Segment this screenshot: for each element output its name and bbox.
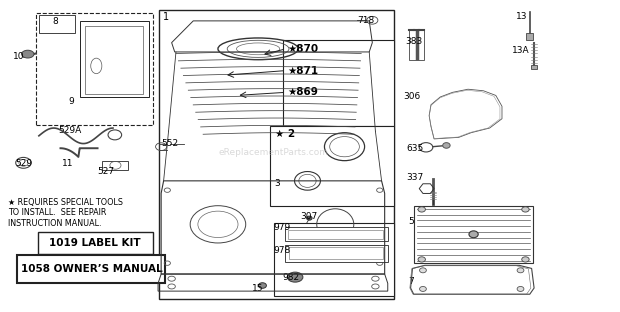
Bar xyxy=(17,256,166,283)
Bar xyxy=(270,126,394,206)
Bar xyxy=(409,29,424,60)
Text: 1019 LABEL KIT: 1019 LABEL KIT xyxy=(49,238,141,248)
Bar xyxy=(273,223,394,296)
Text: 982: 982 xyxy=(283,273,300,282)
Text: ★870: ★870 xyxy=(287,44,318,54)
Text: eReplacementParts.com: eReplacementParts.com xyxy=(218,149,329,157)
Ellipse shape xyxy=(306,216,312,220)
Ellipse shape xyxy=(418,257,425,262)
Text: 635: 635 xyxy=(406,144,423,153)
Bar xyxy=(288,230,383,239)
Bar xyxy=(526,33,533,40)
Text: 383: 383 xyxy=(405,37,422,46)
Ellipse shape xyxy=(288,272,303,282)
Text: 5: 5 xyxy=(408,217,414,226)
Text: 10: 10 xyxy=(13,52,24,61)
Text: ★ REQUIRES SPECIAL TOOLS
TO INSTALL.  SEE REPAIR
INSTRUCTION MANUAL.: ★ REQUIRES SPECIAL TOOLS TO INSTALL. SEE… xyxy=(8,198,123,228)
Text: 527: 527 xyxy=(97,167,115,176)
Bar xyxy=(38,232,153,254)
Text: 9: 9 xyxy=(69,97,74,106)
Text: 337: 337 xyxy=(406,173,423,182)
Ellipse shape xyxy=(418,207,425,212)
Text: 8: 8 xyxy=(53,17,58,26)
Ellipse shape xyxy=(259,283,267,288)
Text: 552: 552 xyxy=(161,139,179,148)
Text: 13: 13 xyxy=(516,12,528,21)
Bar xyxy=(531,65,537,69)
Bar xyxy=(285,245,388,261)
Bar xyxy=(289,247,383,260)
Bar xyxy=(39,15,74,33)
Ellipse shape xyxy=(522,257,529,262)
Ellipse shape xyxy=(469,231,478,238)
Bar xyxy=(285,227,388,241)
Text: 13A: 13A xyxy=(512,46,529,55)
Text: 3: 3 xyxy=(275,179,280,188)
Bar xyxy=(414,206,533,263)
Text: 15: 15 xyxy=(252,284,264,293)
Bar xyxy=(36,13,153,125)
Text: 1058 OWNER’S MANUAL: 1058 OWNER’S MANUAL xyxy=(20,264,162,274)
Ellipse shape xyxy=(522,207,529,212)
Text: ★869: ★869 xyxy=(287,87,318,97)
Text: 529: 529 xyxy=(16,159,32,168)
Text: 718: 718 xyxy=(357,17,374,25)
Ellipse shape xyxy=(517,268,524,273)
Ellipse shape xyxy=(517,286,524,291)
Text: ★ 2: ★ 2 xyxy=(275,129,296,139)
Ellipse shape xyxy=(420,286,427,291)
Text: 1: 1 xyxy=(163,12,169,22)
Bar xyxy=(102,161,128,170)
Ellipse shape xyxy=(443,143,450,148)
Bar xyxy=(85,26,143,94)
Bar xyxy=(283,40,394,126)
Text: 11: 11 xyxy=(63,159,74,168)
Text: 7: 7 xyxy=(408,277,414,286)
Bar xyxy=(79,21,149,97)
Bar xyxy=(159,10,394,299)
Text: 307: 307 xyxy=(301,212,318,221)
Text: 529A: 529A xyxy=(59,126,82,135)
Text: ★871: ★871 xyxy=(287,66,318,76)
Text: 979: 979 xyxy=(273,223,291,232)
Text: 978: 978 xyxy=(273,246,291,255)
Ellipse shape xyxy=(22,50,34,58)
Text: 306: 306 xyxy=(403,92,420,101)
Ellipse shape xyxy=(420,268,427,273)
